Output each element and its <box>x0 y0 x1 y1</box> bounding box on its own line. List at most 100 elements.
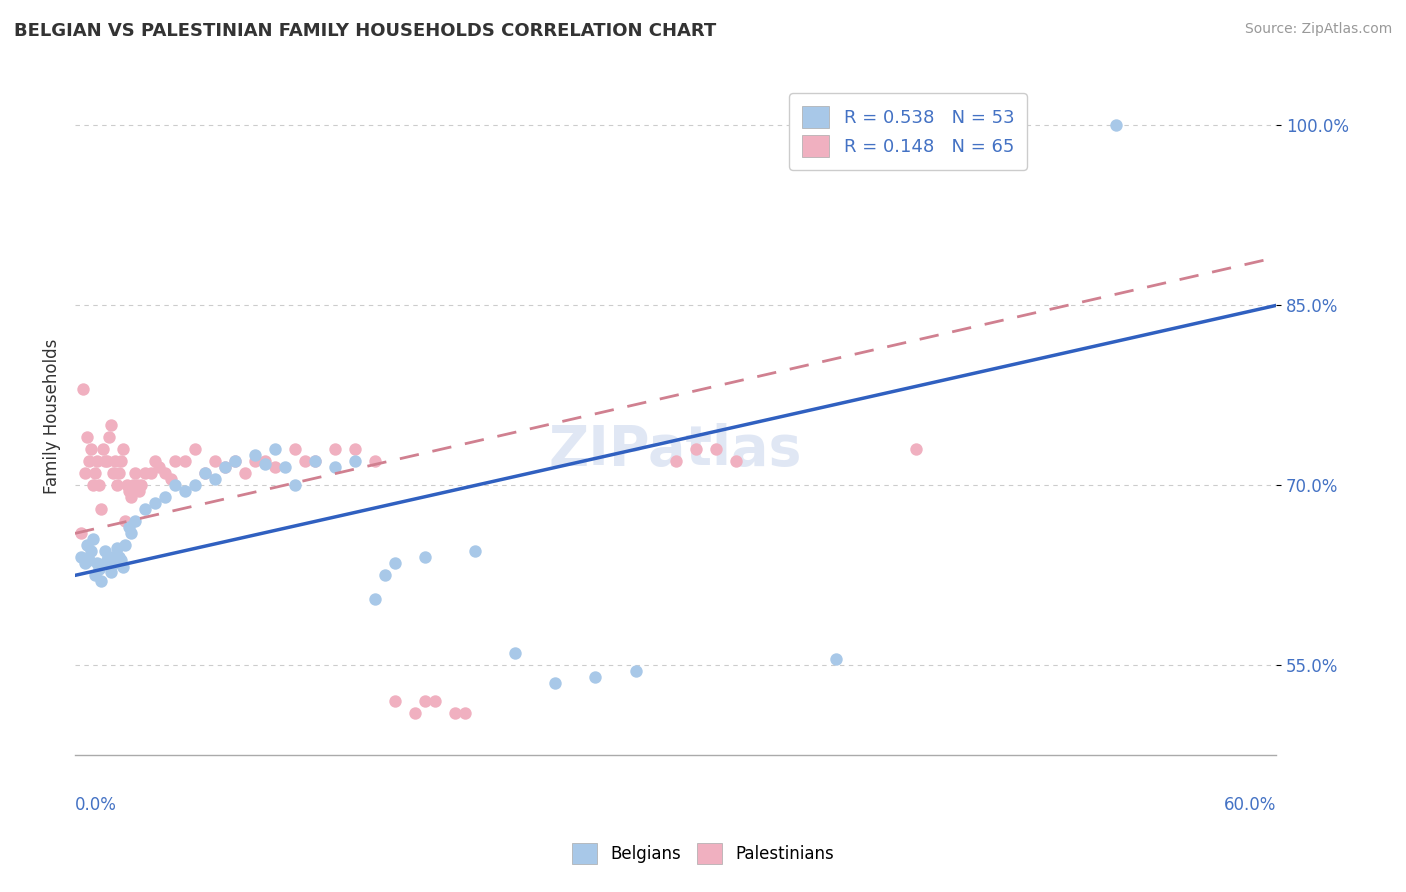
Point <box>86 454 108 468</box>
Point <box>323 460 346 475</box>
Point <box>364 454 387 468</box>
Point <box>125 478 148 492</box>
Legend: R = 0.538   N = 53, R = 0.148   N = 65: R = 0.538 N = 53, R = 0.148 N = 65 <box>789 94 1026 169</box>
Point <box>76 430 98 444</box>
Point <box>105 478 128 492</box>
Point <box>323 442 346 457</box>
Point <box>1105 119 1128 133</box>
Point <box>344 454 367 468</box>
Point <box>184 442 207 457</box>
Point <box>274 460 297 475</box>
Point <box>264 460 287 475</box>
Point <box>110 553 132 567</box>
Point <box>91 442 114 457</box>
Point <box>284 478 307 492</box>
Point <box>120 526 142 541</box>
Point <box>80 544 103 558</box>
Point <box>98 430 121 444</box>
Point <box>624 665 647 679</box>
Point <box>94 544 117 558</box>
Point <box>384 694 406 708</box>
Point <box>254 457 277 471</box>
Point <box>143 454 166 468</box>
Point <box>724 454 747 468</box>
Point <box>101 550 124 565</box>
Point <box>124 515 146 529</box>
Text: 0.0%: 0.0% <box>75 796 117 814</box>
Point <box>544 676 567 690</box>
Point <box>454 706 477 721</box>
Text: Source: ZipAtlas.com: Source: ZipAtlas.com <box>1244 22 1392 37</box>
Point <box>404 706 426 721</box>
Point <box>364 592 387 607</box>
Point <box>904 442 927 457</box>
Point <box>294 454 316 468</box>
Text: 60.0%: 60.0% <box>1223 796 1277 814</box>
Point <box>505 646 527 660</box>
Point <box>134 502 156 516</box>
Point <box>108 550 131 565</box>
Text: ZIPatlas: ZIPatlas <box>548 424 803 477</box>
Point <box>174 454 197 468</box>
Point <box>254 454 277 468</box>
Point <box>77 454 100 468</box>
Point <box>264 442 287 457</box>
Point <box>104 454 127 468</box>
Point <box>124 467 146 481</box>
Point <box>118 484 141 499</box>
Point <box>204 472 226 486</box>
Y-axis label: Family Households: Family Households <box>44 339 60 494</box>
Point <box>129 478 152 492</box>
Point <box>824 652 846 666</box>
Point <box>685 442 707 457</box>
Point <box>664 454 686 468</box>
Point <box>87 478 110 492</box>
Point <box>425 694 447 708</box>
Text: BELGIAN VS PALESTINIAN FAMILY HOUSEHOLDS CORRELATION CHART: BELGIAN VS PALESTINIAN FAMILY HOUSEHOLDS… <box>14 22 716 40</box>
Point <box>112 560 135 574</box>
Point <box>214 460 236 475</box>
Point <box>70 526 93 541</box>
Point <box>284 442 307 457</box>
Point <box>87 562 110 576</box>
Point <box>82 533 104 547</box>
Point <box>224 454 246 468</box>
Point <box>118 520 141 534</box>
Point <box>94 454 117 468</box>
Point <box>70 550 93 565</box>
Legend: Belgians, Palestinians: Belgians, Palestinians <box>565 837 841 871</box>
Point <box>204 454 226 468</box>
Point <box>96 454 118 468</box>
Point <box>704 442 727 457</box>
Point <box>444 706 467 721</box>
Point <box>128 484 150 499</box>
Point <box>98 557 121 571</box>
Point <box>304 454 326 468</box>
Point <box>122 478 145 492</box>
Point <box>105 541 128 555</box>
Point <box>73 557 96 571</box>
Point <box>160 472 183 486</box>
Point <box>194 467 217 481</box>
Point <box>214 460 236 475</box>
Point <box>114 538 136 552</box>
Point <box>153 491 176 505</box>
Point <box>374 568 396 582</box>
Point <box>108 467 131 481</box>
Point <box>384 557 406 571</box>
Point <box>194 467 217 481</box>
Point <box>84 467 107 481</box>
Point <box>86 557 108 571</box>
Point <box>139 467 162 481</box>
Point <box>143 496 166 510</box>
Point <box>77 553 100 567</box>
Point <box>112 442 135 457</box>
Point <box>110 454 132 468</box>
Point <box>134 467 156 481</box>
Point <box>100 565 122 579</box>
Point <box>80 442 103 457</box>
Point <box>90 502 112 516</box>
Point <box>101 467 124 481</box>
Point <box>415 550 437 565</box>
Point <box>165 478 187 492</box>
